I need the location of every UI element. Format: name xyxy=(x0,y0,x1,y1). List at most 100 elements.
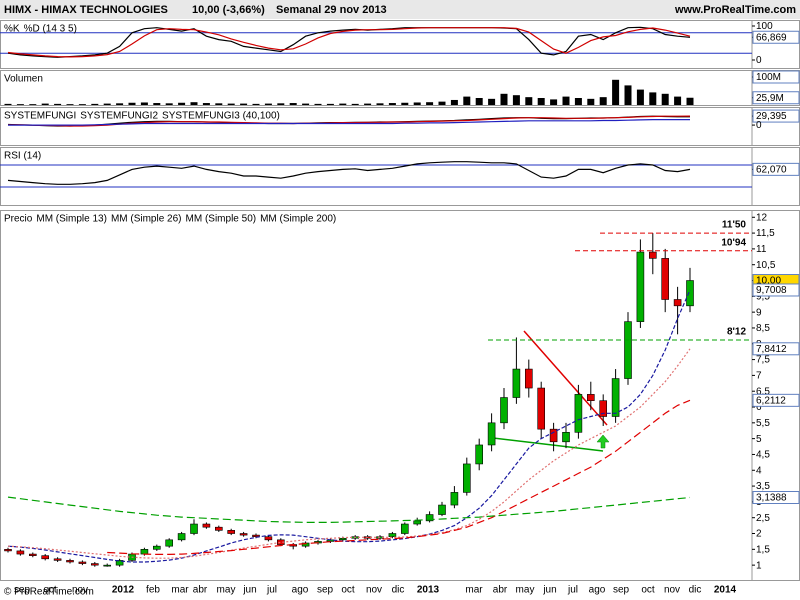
y-tick-label: 0 xyxy=(756,55,762,66)
x-tick-label: ago xyxy=(292,585,309,596)
symbol: HIMX - HIMAX TECHNOLOGIES xyxy=(4,4,168,16)
candle-body xyxy=(611,378,620,417)
candle-body xyxy=(239,533,248,536)
x-tick-label: 2013 xyxy=(417,585,440,596)
level-label: 8'12 xyxy=(727,327,747,338)
x-tick-label: may xyxy=(217,585,236,596)
y-tick-label: 66,869 xyxy=(756,32,787,43)
legend-label: SYSTEMFUNGI xyxy=(4,111,76,122)
value-label: 3,1388 xyxy=(756,493,787,504)
volume-bar xyxy=(525,97,533,105)
volume-bar xyxy=(289,103,297,105)
candle-body xyxy=(264,536,273,541)
candle-body xyxy=(78,561,87,564)
y-tick-label: 11 xyxy=(756,244,767,255)
candle-body xyxy=(140,549,149,555)
x-tick-label: nov xyxy=(366,585,382,596)
candle-body xyxy=(413,520,422,525)
x-tick-label: ago xyxy=(589,585,606,596)
x-tick-label: mar xyxy=(465,585,483,596)
volume-bar xyxy=(649,92,657,105)
volume-bar xyxy=(314,103,322,105)
trendline xyxy=(492,437,604,452)
y-tick-label: 1 xyxy=(756,560,762,571)
volume-bar xyxy=(574,98,582,105)
volume-bar xyxy=(66,104,74,105)
x-tick-label: jun xyxy=(242,585,256,596)
tick-box xyxy=(752,30,800,44)
x-tick-label: dic xyxy=(392,585,405,596)
x-tick-label: dic xyxy=(689,585,702,596)
volume-bar xyxy=(116,103,124,105)
legend-label: MM (Simple 50) xyxy=(186,214,257,225)
volume-bar xyxy=(240,103,248,105)
value-label: 9,7008 xyxy=(756,285,787,296)
volume-bar xyxy=(215,103,223,105)
series-line xyxy=(7,26,691,58)
series-line xyxy=(107,399,691,555)
candle-body xyxy=(500,397,508,424)
legend-label: MM (Simple 200) xyxy=(260,214,336,225)
volume-bar xyxy=(202,103,210,105)
y-tick-label: 25,9M xyxy=(756,93,784,104)
volume-bar xyxy=(178,102,186,105)
volume-bar xyxy=(4,103,12,105)
volume-bar xyxy=(277,103,285,105)
volume-bar xyxy=(624,85,632,105)
y-tick-label: 7,5 xyxy=(756,355,770,366)
y-tick-label: 2,5 xyxy=(756,513,770,524)
legend-label: %D (14 3 5) xyxy=(24,24,77,35)
level-label: 11'50 xyxy=(722,220,747,231)
tick-box xyxy=(752,109,800,123)
x-tick-label: 2014 xyxy=(714,585,737,596)
volume-bar xyxy=(153,103,161,105)
tick-box xyxy=(752,70,800,84)
panel-frame xyxy=(0,210,800,581)
volume-bar xyxy=(438,101,446,105)
legend-label: RSI (14) xyxy=(4,151,41,162)
value-box xyxy=(752,342,800,356)
volume-bar xyxy=(91,103,99,105)
candle-body xyxy=(636,251,645,322)
candle-body xyxy=(41,555,50,560)
x-tick-label: jul xyxy=(567,585,578,596)
volume-bar xyxy=(537,98,545,105)
candle-body xyxy=(53,558,62,561)
volume-bar xyxy=(103,103,111,105)
volume-bar xyxy=(227,103,235,105)
volume-bar xyxy=(364,103,372,105)
legend-label: MM (Simple 26) xyxy=(111,214,182,225)
y-tick-label: 11,5 xyxy=(756,228,775,239)
candle-body xyxy=(190,523,198,534)
volume-bar xyxy=(450,99,458,105)
header-bar xyxy=(0,0,800,19)
candle-body xyxy=(400,523,409,534)
candle-body xyxy=(227,530,235,534)
candle-body xyxy=(574,394,583,433)
volume-bar xyxy=(351,103,359,105)
y-tick-label: 9 xyxy=(756,307,762,318)
candle-body xyxy=(562,432,570,443)
tick-box xyxy=(752,91,800,105)
candle-body xyxy=(115,560,124,566)
candle-body xyxy=(16,550,25,555)
quote: 10,00 (-3,66%) xyxy=(192,4,265,16)
volume-bar xyxy=(165,103,173,105)
y-tick-label: 5,5 xyxy=(756,418,770,429)
candle-body xyxy=(202,523,211,528)
candle-body xyxy=(153,545,161,550)
volume-bar xyxy=(388,103,396,105)
y-tick-label: 10,5 xyxy=(756,260,776,271)
volume-bar xyxy=(512,95,520,105)
y-tick-label: 9,5 xyxy=(756,291,770,302)
volume-bar xyxy=(686,97,694,105)
legend-label: Precio xyxy=(4,214,33,225)
candle-body xyxy=(661,258,670,300)
x-tick-label: oct xyxy=(341,585,355,596)
legend-label: %K xyxy=(4,24,20,35)
period: Semanal 29 nov 2013 xyxy=(276,4,387,16)
x-tick-label: mar xyxy=(171,585,189,596)
y-tick-label: 62,070 xyxy=(756,164,787,175)
arrow xyxy=(596,434,610,449)
